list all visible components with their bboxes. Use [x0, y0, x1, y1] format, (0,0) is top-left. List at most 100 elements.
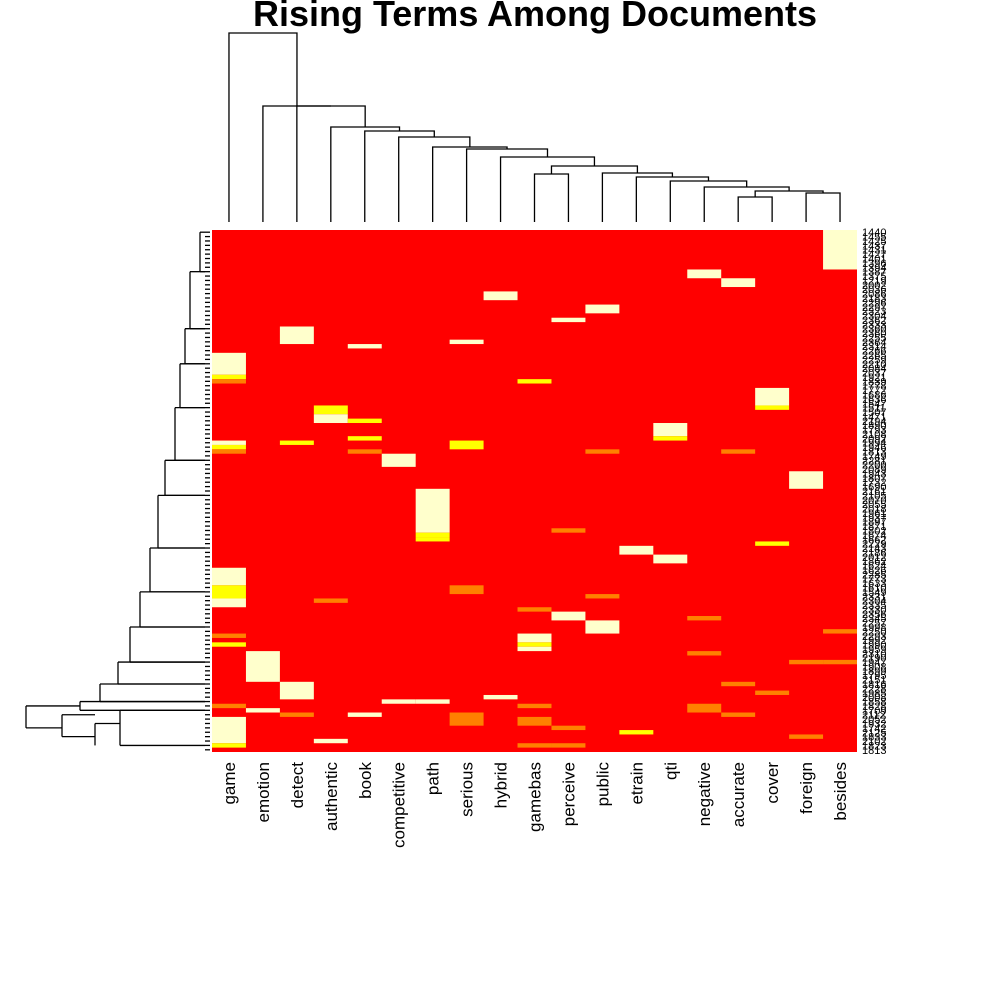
row-label: 2143 [862, 543, 886, 555]
heatmap-cell [212, 444, 246, 450]
heatmap-cell [483, 694, 518, 700]
row-label: 2265 [862, 350, 886, 362]
row-label: 1674 [862, 530, 886, 542]
dendrogram-link [737, 196, 773, 222]
heatmap-cell [517, 642, 552, 647]
heatmap-cell [415, 532, 450, 538]
row-label: 2330 [862, 604, 886, 616]
row-label: 1375 [862, 271, 886, 283]
row-label: 2297 [862, 302, 886, 314]
row-label: 1636 [862, 394, 886, 406]
heatmap-cell [449, 712, 484, 726]
heatmap-cell [721, 278, 756, 288]
row-label: 1839 [862, 376, 886, 388]
heatmap-cell [212, 598, 246, 608]
heatmap-cell [687, 651, 722, 656]
heatmap-cell [245, 708, 280, 713]
heatmap-cell [212, 449, 246, 454]
heatmap-cell [212, 633, 246, 638]
heatmap-cell [653, 554, 688, 564]
row-label: 1921 [862, 372, 886, 384]
row-label: 2055 [862, 499, 886, 511]
heatmap-cell [721, 449, 756, 454]
heatmap-cell [789, 471, 824, 489]
heatmap-cell [212, 716, 246, 744]
row-label: 2255 [862, 332, 886, 344]
row-label: 1833 [862, 732, 886, 744]
row-label: 2266 [862, 346, 886, 358]
heatmap-cell [212, 642, 246, 647]
heatmap-cell [313, 414, 348, 424]
row-label: 1946 [862, 442, 886, 454]
row-label: 2293 [862, 631, 886, 643]
row-label: 2296 [862, 297, 886, 309]
row-label: 1549 [862, 587, 886, 599]
row-label: 1511 [862, 403, 886, 415]
row-label: 1773 [862, 574, 886, 586]
row-label: 1686 [862, 389, 886, 401]
column-label: negative [695, 762, 714, 826]
row-label: 1626 [862, 565, 886, 577]
row-label: 1547 [862, 398, 886, 410]
heatmap-cell [823, 230, 857, 270]
row-label: 2333 [862, 319, 886, 331]
column-label: book [356, 762, 375, 799]
row-label: 2108 [862, 429, 886, 441]
column-label: gamebas [526, 762, 545, 832]
heatmap-cell [517, 607, 552, 612]
heatmap-cell [551, 725, 586, 731]
heatmap-cell [212, 379, 246, 384]
row-label: 1387 [862, 267, 886, 279]
dendrogram-link [805, 192, 841, 222]
row-label: 1471 [862, 411, 886, 423]
heatmap-cell [687, 269, 722, 279]
row-label: 1813 [862, 447, 886, 459]
row-label: 2364 [862, 337, 886, 349]
heatmap-cell [347, 418, 382, 424]
row-label: 1795 [862, 670, 886, 682]
heatmap-cell [755, 541, 790, 546]
heatmap-cell [789, 734, 824, 739]
column-label: detect [288, 762, 307, 809]
row-label: 1662 [862, 534, 886, 546]
row-label: 1890 [862, 420, 886, 432]
row-label: 1937 [862, 512, 886, 524]
row-label: 1994 [862, 438, 886, 450]
heatmap-cell [755, 690, 790, 695]
column-label: path [424, 762, 443, 795]
row-label: 2304 [862, 311, 886, 323]
row-labels: 1440145514251437143114271401139613941387… [862, 227, 886, 757]
row-label: 1394 [862, 262, 886, 274]
dendrogram-link [228, 32, 298, 222]
row-label: 2052 [862, 714, 886, 726]
row-label: 1793 [862, 425, 886, 437]
heatmap-cell [212, 352, 246, 375]
heatmap-cell [212, 743, 246, 748]
heatmap-cell [313, 738, 348, 744]
heatmap-cell [721, 681, 756, 687]
dendrogram-link [296, 105, 366, 222]
row-label: 2070 [862, 495, 886, 507]
column-dendrogram [228, 32, 841, 222]
heatmap-cell [687, 703, 722, 713]
row-label: 2190 [862, 653, 886, 665]
dendrogram-link [533, 173, 570, 222]
row-label: 2105 [862, 490, 886, 502]
row-label: 2036 [862, 284, 886, 296]
column-label: foreign [797, 762, 816, 814]
row-label: 1985 [862, 688, 886, 700]
row-label: 2362 [862, 315, 886, 327]
heatmap-cell [212, 585, 246, 599]
heatmap-cell [687, 616, 722, 621]
heatmap-cell [381, 453, 416, 467]
dendrogram-link [499, 156, 596, 222]
heatmap-cell [279, 712, 314, 717]
dendrogram-link [364, 130, 435, 222]
row-label: 2102 [862, 736, 886, 748]
column-label: hybrid [492, 762, 511, 808]
column-label: etrain [627, 762, 646, 805]
row-label: 1440 [862, 227, 886, 239]
heatmap-cell [212, 703, 246, 709]
column-label: public [593, 762, 612, 807]
